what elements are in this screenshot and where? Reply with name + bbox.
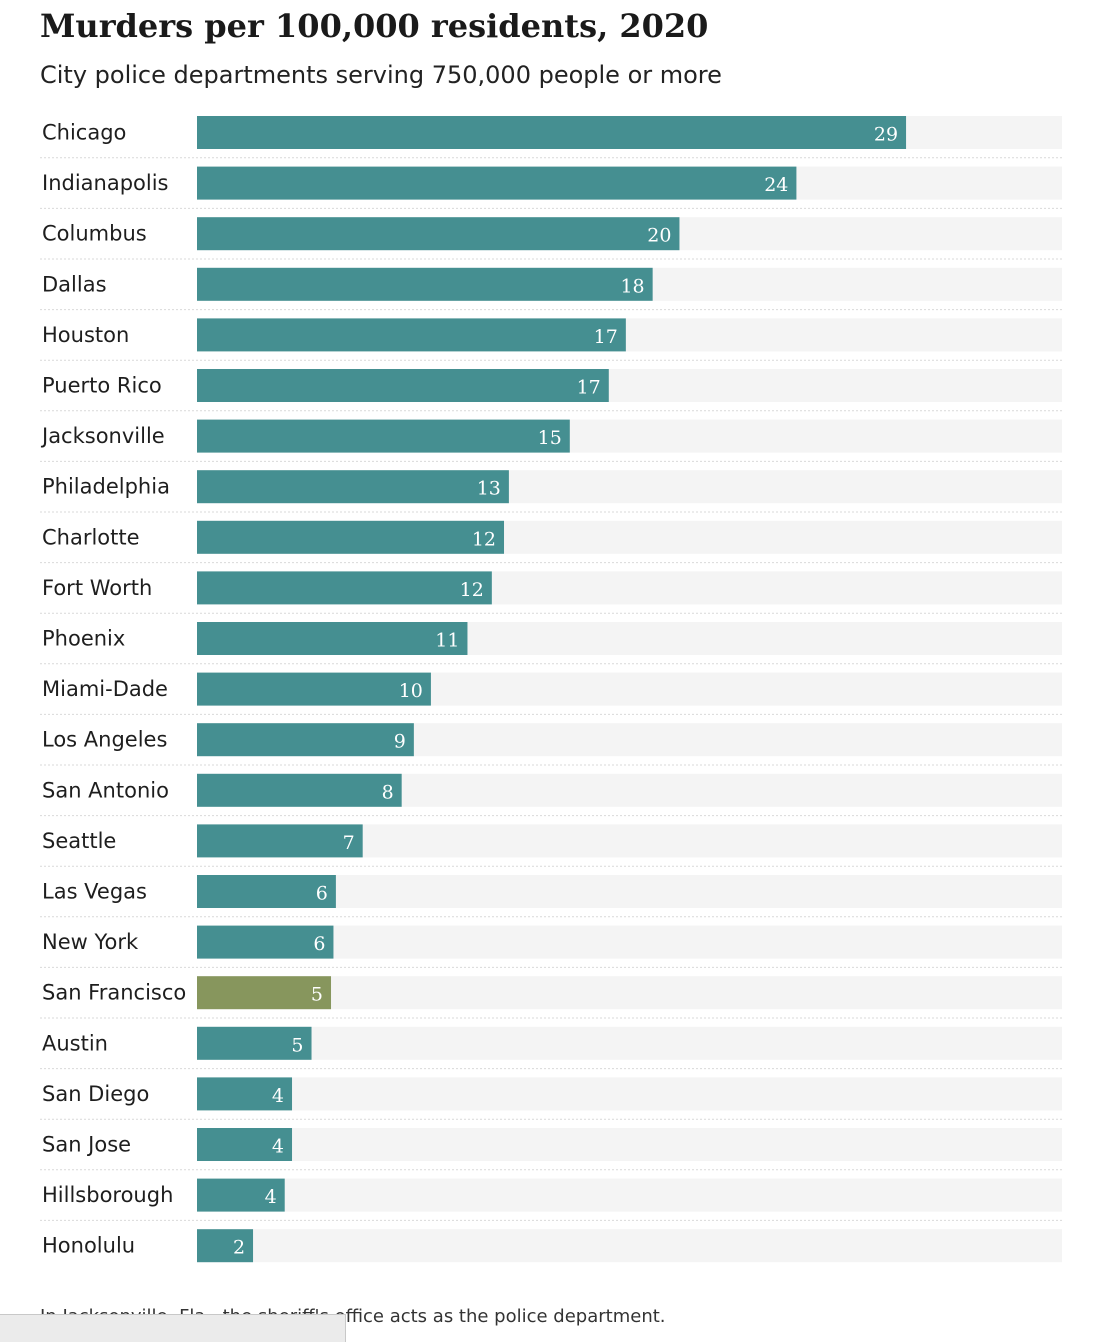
category-label: Los Angeles: [42, 728, 167, 752]
data-label: 15: [538, 427, 562, 449]
bar-track: [197, 976, 1062, 1010]
bar-track: [197, 925, 1062, 959]
bar: [197, 470, 509, 504]
category-label: Houston: [42, 323, 129, 347]
data-label: 4: [272, 1085, 284, 1107]
bar: [197, 773, 402, 807]
category-label: Las Vegas: [42, 880, 147, 904]
bar: [197, 318, 626, 352]
bar-track: [197, 1178, 1062, 1212]
category-label: San Diego: [42, 1082, 149, 1106]
bar: [197, 622, 468, 655]
category-label: Phoenix: [42, 627, 125, 651]
data-label: 4: [272, 1136, 284, 1158]
category-label: San Jose: [42, 1133, 131, 1157]
data-label: 12: [472, 528, 496, 550]
horizontal-scrollbar[interactable]: [0, 1314, 346, 1342]
data-label: 5: [311, 984, 323, 1006]
bar: [197, 723, 414, 757]
bar-highlight: [197, 976, 332, 1010]
bar: [197, 672, 431, 706]
category-label: Columbus: [42, 222, 147, 246]
bar: [197, 1026, 312, 1060]
category-label: Hillsborough: [42, 1183, 173, 1207]
bar: [197, 1178, 285, 1212]
data-label: 29: [874, 124, 898, 146]
data-label: 12: [460, 579, 484, 601]
category-label: Indianapolis: [42, 171, 169, 195]
category-label: San Antonio: [42, 778, 169, 802]
data-label: 24: [764, 174, 788, 196]
category-label: Chicago: [42, 121, 126, 145]
category-label: Puerto Rico: [42, 374, 162, 398]
bar: [197, 1077, 293, 1111]
category-label: Seattle: [42, 829, 116, 853]
bar-track: [197, 875, 1062, 908]
data-label: 18: [620, 275, 644, 297]
bar-track: [197, 1128, 1062, 1161]
data-label: 8: [382, 781, 394, 803]
category-label: New York: [42, 930, 139, 954]
bar: [197, 925, 334, 959]
bar: [197, 824, 363, 858]
bar-track: [197, 1229, 1062, 1263]
data-label: 17: [577, 377, 601, 399]
bar: [197, 520, 505, 554]
data-label: 6: [316, 883, 328, 905]
data-label: 4: [265, 1186, 277, 1208]
bar-track: [197, 1026, 1062, 1060]
bar: [197, 1229, 254, 1263]
category-label: Dallas: [42, 272, 107, 296]
bar: [197, 1128, 293, 1161]
bar: [197, 419, 570, 453]
data-label: 7: [343, 832, 355, 854]
bar: [197, 267, 653, 301]
data-label: 13: [477, 478, 501, 500]
category-label: Fort Worth: [42, 576, 152, 600]
data-label: 6: [313, 933, 325, 955]
data-label: 11: [435, 630, 459, 652]
data-label: 9: [394, 731, 406, 753]
data-label: 2: [233, 1237, 245, 1259]
data-label: 10: [399, 680, 423, 702]
category-label: Jacksonville: [40, 424, 165, 448]
bar: [197, 217, 680, 251]
category-label: San Francisco: [42, 981, 186, 1005]
category-label: Charlotte: [42, 525, 140, 549]
bar: [197, 369, 609, 402]
category-label: Austin: [42, 1031, 108, 1055]
bar: [197, 116, 907, 149]
category-label: Honolulu: [42, 1234, 135, 1258]
data-label: 20: [647, 225, 671, 247]
bar: [197, 571, 492, 605]
chart-title: Murders per 100,000 residents, 2020: [40, 7, 709, 45]
bar: [197, 166, 797, 200]
data-label: 5: [291, 1034, 303, 1056]
bar: [197, 875, 336, 908]
category-label: Philadelphia: [42, 475, 170, 499]
category-label: Miami-Dade: [42, 677, 168, 701]
chart-subtitle: City police departments serving 750,000 …: [40, 61, 722, 89]
data-label: 17: [594, 326, 618, 348]
bar-track: [197, 1077, 1062, 1111]
